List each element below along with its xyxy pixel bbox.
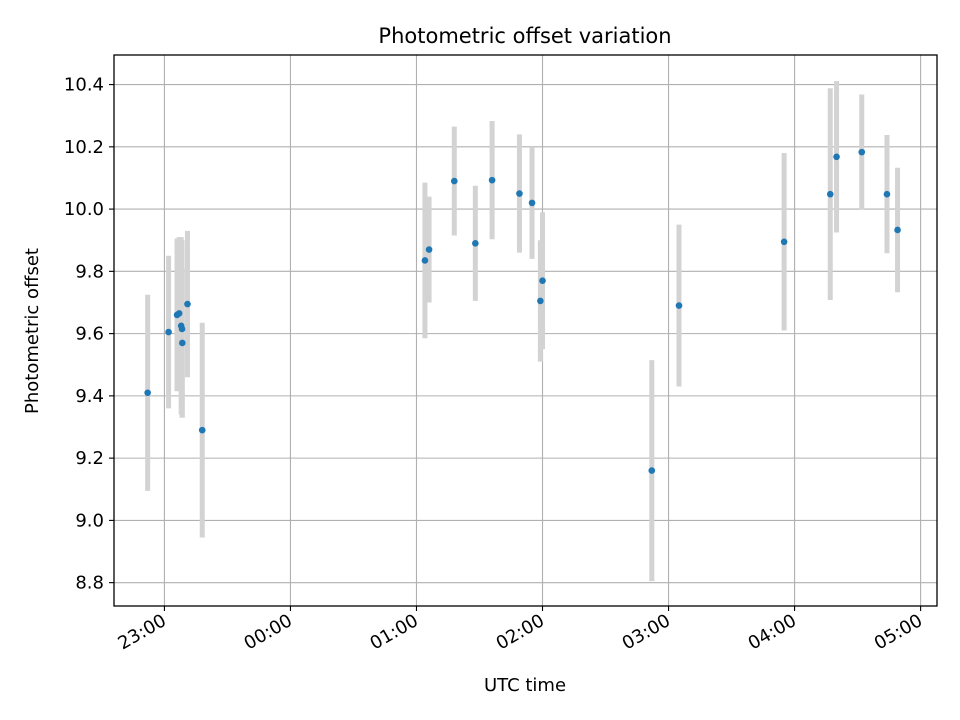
y-tick-label: 9.0 [75, 510, 104, 531]
data-point [472, 240, 479, 247]
gridlines [114, 55, 937, 606]
data-markers [144, 148, 901, 474]
data-point [537, 297, 544, 305]
data-point [826, 190, 834, 198]
data-point [178, 325, 186, 333]
data-point [450, 177, 458, 185]
y-tick-label: 9.6 [75, 324, 104, 345]
data-point [539, 277, 546, 284]
data-point [144, 389, 151, 397]
data-point [179, 339, 186, 347]
data-point [648, 467, 656, 474]
chart-title: Photometric offset variation [378, 24, 671, 48]
data-point [488, 176, 496, 184]
y-tick-label: 8.8 [75, 573, 104, 594]
y-tick-label: 9.4 [75, 386, 104, 407]
plot-area [114, 55, 937, 606]
data-point [165, 328, 172, 336]
y-tick-label: 10.4 [64, 75, 104, 96]
y-axis-label: Photometric offset [22, 248, 43, 414]
data-point [198, 426, 206, 434]
data-point [516, 190, 523, 197]
data-point [780, 238, 788, 246]
y-axis: 8.8 9.0 9.2 9.4 9.6 9.8 10.0 10.2 10.4 [64, 75, 114, 594]
data-point [833, 153, 840, 161]
y-tick-label: 9.8 [75, 261, 104, 282]
data-point [425, 246, 433, 253]
y-tick-label: 10.0 [64, 199, 104, 220]
y-tick-label: 9.2 [75, 448, 104, 469]
y-tick-label: 10.2 [64, 137, 104, 158]
data-point [175, 310, 183, 317]
data-point [421, 257, 429, 264]
x-axis-label: UTC time [484, 675, 566, 696]
data-point [528, 199, 536, 207]
data-point [184, 300, 191, 308]
plot-frame [113, 54, 938, 607]
data-point [894, 226, 901, 234]
data-point [883, 190, 891, 198]
data-point [858, 148, 866, 156]
data-point [675, 302, 683, 309]
